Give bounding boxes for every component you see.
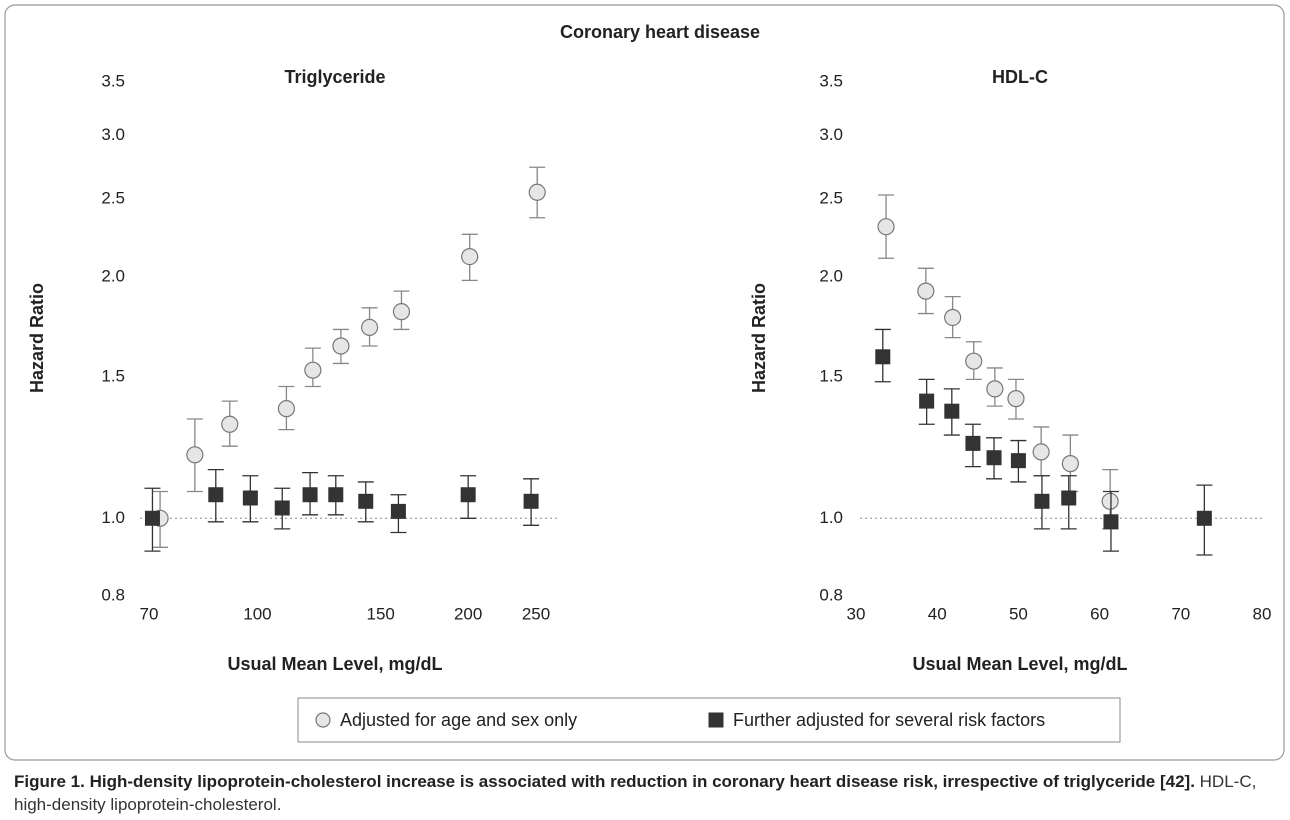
caption-label: Figure 1. High-density lipoprotein-chole… [14, 772, 1195, 791]
x-tick-label: 70 [1171, 604, 1190, 623]
caption-text: HDL-C, high-density lipoprotein-choleste… [14, 772, 1257, 814]
data-point [144, 510, 160, 526]
y-tick-label: 2.5 [101, 189, 125, 208]
x-tick-label: 200 [454, 604, 482, 623]
y-tick-label: 2.0 [819, 266, 843, 285]
data-point [875, 349, 891, 365]
panel-title: Triglyceride [284, 67, 385, 87]
y-tick-label: 1.5 [101, 367, 125, 386]
data-point [328, 487, 344, 503]
y-tick-label: 2.0 [101, 266, 125, 285]
figure-border [4, 4, 1285, 761]
figure-title: Coronary heart disease [560, 22, 760, 42]
x-tick-label: 150 [367, 604, 395, 623]
data-point [528, 183, 546, 201]
data-point [965, 352, 983, 370]
data-point [360, 318, 379, 336]
x-tick-label: 60 [1090, 604, 1109, 623]
data-point [1034, 493, 1050, 509]
data-point [277, 400, 296, 418]
data-point [1061, 455, 1079, 473]
data-point [460, 487, 476, 503]
x-tick-label: 250 [522, 604, 550, 623]
data-point [332, 337, 350, 355]
data-point [944, 308, 962, 327]
data-point [1007, 390, 1025, 408]
data-point [1061, 490, 1077, 506]
data-point [986, 380, 1004, 398]
y-axis-title: Hazard Ratio [27, 283, 47, 393]
data-point [358, 493, 374, 509]
y-tick-label: 1.0 [819, 508, 843, 527]
data-point [208, 487, 224, 503]
data-point [1032, 443, 1050, 461]
y-tick-label: 3.5 [101, 71, 125, 90]
data-point [461, 247, 479, 266]
y-tick-label: 3.0 [101, 125, 125, 144]
y-tick-label: 1.0 [101, 508, 125, 527]
data-point [274, 500, 290, 516]
y-tick-label: 3.0 [819, 125, 843, 144]
data-point [1101, 492, 1119, 510]
y-tick-label: 0.8 [819, 585, 843, 604]
data-point [523, 493, 539, 509]
data-point [390, 503, 406, 519]
legend-label: Further adjusted for several risk factor… [733, 710, 1045, 730]
y-tick-label: 0.8 [101, 585, 125, 604]
data-point [392, 303, 411, 321]
x-tick-label: 50 [1009, 604, 1028, 623]
data-point [1010, 453, 1026, 469]
x-tick-label: 100 [243, 604, 271, 623]
y-axis-title: Hazard Ratio [749, 283, 769, 393]
data-point [221, 415, 239, 433]
x-tick-label: 40 [928, 604, 947, 623]
y-tick-label: 3.5 [819, 71, 843, 90]
y-tick-label: 1.5 [819, 367, 843, 386]
data-point [877, 218, 895, 236]
data-point [242, 490, 258, 506]
data-point [986, 450, 1002, 466]
panel-title: HDL-C [992, 67, 1048, 87]
caption: Figure 1. High-density lipoprotein-chole… [14, 770, 1276, 816]
x-tick-label: 80 [1253, 604, 1272, 623]
x-axis-title: Usual Mean Level, mg/dL [227, 654, 442, 674]
figure: Coronary heart disease Triglyceride Usual… [4, 4, 1285, 761]
y-tick-label: 2.5 [819, 189, 843, 208]
data-point [186, 446, 204, 464]
data-point [1196, 510, 1212, 526]
data-point [304, 361, 322, 379]
data-point [944, 403, 960, 419]
data-point [965, 435, 981, 451]
x-axis-title: Usual Mean Level, mg/dL [912, 654, 1127, 674]
x-tick-label: 70 [140, 604, 159, 623]
data-point [302, 487, 318, 503]
data-point [1103, 514, 1119, 530]
data-point [917, 282, 935, 300]
data-point [919, 393, 935, 409]
legend-label: Adjusted for age and sex only [340, 710, 577, 730]
legend-marker [315, 712, 331, 728]
x-tick-label: 30 [847, 604, 866, 623]
legend-marker [708, 712, 724, 728]
